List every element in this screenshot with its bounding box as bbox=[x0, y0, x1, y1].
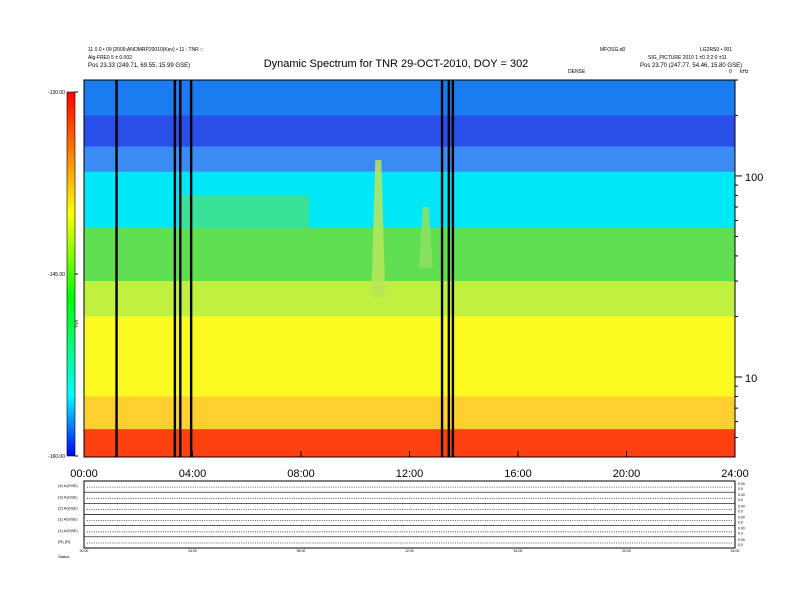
x-tick-label-0: 00:00 bbox=[70, 468, 98, 480]
subpanel-right-tick-4-0: 0.00 bbox=[738, 527, 745, 531]
data-gap-line-6 bbox=[451, 80, 455, 457]
colorbar bbox=[66, 91, 76, 457]
colorbar-tick-label-2: -160.00 bbox=[48, 454, 65, 460]
y-tick-label-1: 10 bbox=[745, 373, 757, 385]
data-gap-line-4 bbox=[440, 80, 444, 457]
y-tick-label-0: 100 bbox=[745, 172, 763, 184]
x-tick-label-6: 24:00 bbox=[721, 468, 749, 480]
header-info-left-3: Pos 23.33 (249.71, 69.55, 15.99 GSE) bbox=[88, 63, 191, 69]
subpanel-time-label-1: 04:00 bbox=[188, 549, 197, 553]
subpanel-time-label-2: 08:00 bbox=[297, 549, 306, 553]
x-tick-label-3: 12:00 bbox=[396, 468, 424, 480]
subpanel-right-tick-1-1: 0.0 bbox=[738, 498, 743, 502]
emission-feature-0 bbox=[181, 195, 310, 229]
subpanel-row-label-1: (3) A(GSE) bbox=[58, 494, 78, 499]
x-tick-label-2: 08:00 bbox=[287, 468, 315, 480]
subpanel-row-label-5: (R) (R) bbox=[58, 539, 71, 544]
subpanel-row-label-6: Status bbox=[58, 554, 69, 559]
data-gap-line-3 bbox=[189, 80, 193, 457]
data-gap-line-0 bbox=[115, 80, 118, 457]
spectral-band-2 bbox=[84, 146, 735, 173]
subpanel-right-tick-4-1: 0.0 bbox=[738, 532, 743, 536]
subpanel-right-tick-5-0: 0.00 bbox=[738, 538, 745, 542]
subpanel-time-label-6: 24:00 bbox=[731, 549, 740, 553]
x-tick-label-5: 20:00 bbox=[613, 468, 641, 480]
subpanel-time-label-5: 20:00 bbox=[622, 549, 631, 553]
subpanel-row-label-4: (1) A(GSE) bbox=[58, 528, 78, 533]
header-info-left-2: Alg-FRE0 5 ± 0.002 bbox=[88, 55, 132, 61]
subpanel-right-tick-3-1: 0.0 bbox=[738, 521, 743, 525]
subpanel-row-label-0: (4) A(GSE) bbox=[58, 483, 78, 488]
spectral-band-5 bbox=[84, 281, 735, 317]
x-tick-label-4: 16:00 bbox=[504, 468, 532, 480]
y-unit-label: kHz bbox=[740, 69, 749, 75]
header-info-right-b: LG2RS0 • 001 bbox=[700, 47, 733, 53]
spectral-band-0 bbox=[84, 80, 735, 116]
data-gap-line-1 bbox=[173, 80, 177, 457]
spectral-band-6 bbox=[84, 316, 735, 397]
subpanel-right-tick-2-0: 0.00 bbox=[738, 504, 745, 508]
subpanel-time-label-0: 00:00 bbox=[80, 549, 89, 553]
subpanel-time-label-3: 12:00 bbox=[405, 549, 414, 553]
subpanel-right-tick-0-1: 0.0 bbox=[738, 487, 743, 491]
header-small-mid: DENSE bbox=[568, 69, 586, 75]
colorbar-tick-label-1: -145.00 bbox=[48, 272, 65, 278]
spectral-band-7 bbox=[84, 396, 735, 430]
x-tick-label-1: 04:00 bbox=[179, 468, 207, 480]
burst-feature-1 bbox=[371, 160, 386, 297]
header-info-right-3: Pos 23.70 (247.77, 54.46, 15.80 GSE) bbox=[640, 63, 743, 69]
subpanel-right-tick-2-1: 0.0 bbox=[738, 509, 743, 513]
burst-feature-2 bbox=[418, 207, 433, 268]
data-gap-line-2 bbox=[179, 80, 182, 457]
header-info-right-2: SIG_PICTURE 2010 1 ±0 2:2:0 ±11 bbox=[648, 55, 727, 61]
chart-title: Dynamic Spectrum for TNR 29-OCT-2010, DO… bbox=[263, 58, 529, 70]
spectral-band-1 bbox=[84, 115, 735, 148]
header-small-right-a: 0 bbox=[729, 69, 732, 75]
colorbar-tick-label-0: -130.00 bbox=[48, 90, 65, 96]
subpanel-row-label-3: (1) A(GSE) bbox=[58, 517, 78, 522]
subpanel-time-label-4: 16:00 bbox=[514, 549, 523, 553]
subpanel-right-tick-3-0: 0.00 bbox=[738, 516, 745, 520]
subpanel-right-tick-0-0: 0.00 bbox=[738, 482, 745, 486]
subpanel-right-tick-5-1: 0.0 bbox=[738, 543, 743, 547]
spectral-band-4 bbox=[84, 228, 735, 282]
subpanel-right-tick-1-0: 0.00 bbox=[738, 493, 745, 497]
subpanel-row-label-2: (2) A(GSE) bbox=[58, 505, 78, 510]
data-gap-line-5 bbox=[447, 80, 451, 457]
colorbar-label: TNR bbox=[74, 320, 79, 328]
header-info-right-a: MFOSG.d0 bbox=[600, 47, 626, 53]
header-info-left-1: 11 0.0 • 09 [2009:ANOMRP20010(Kev) • 11 … bbox=[88, 47, 203, 53]
